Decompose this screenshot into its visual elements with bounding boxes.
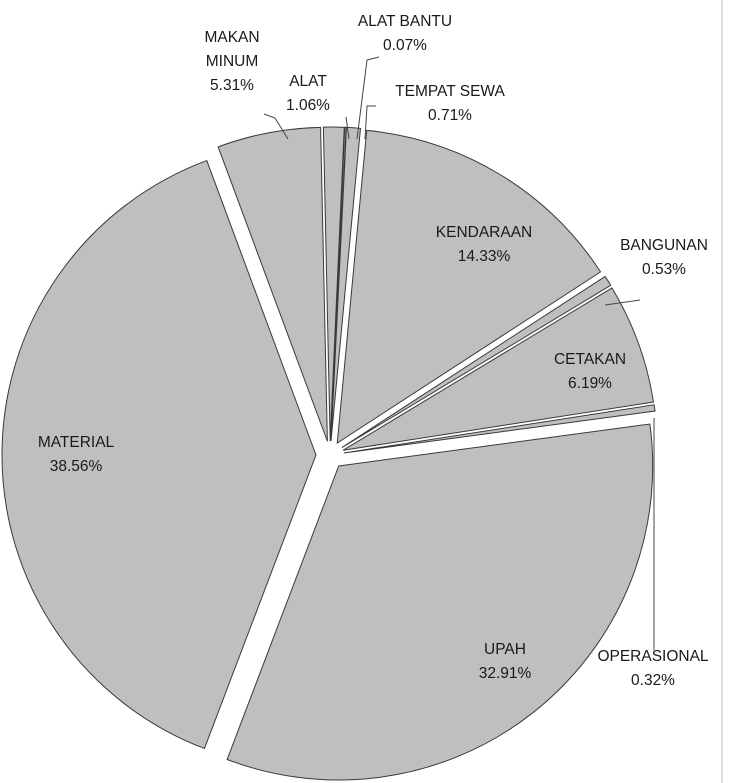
leader-line-tempat-sewa [364,105,376,140]
slice-label-alat-bantu: ALAT BANTU 0.07% [358,13,452,54]
pie-slice-bangunan [341,275,612,448]
slice-label-cetakan: CETAKAN 6.19% [554,351,626,392]
slice-label-alat: ALAT 1.06% [286,73,330,114]
slice-label-kendaraan: KENDARAAN 14.33% [436,224,532,265]
leader-line-alat-bantu [356,56,380,140]
pie-slice-operasional [343,404,656,454]
slice-label-makan-minum: MAKAN MINUM 5.31% [204,29,259,94]
pie-slice-makan-minum [217,126,328,442]
slice-labels: ALAT 1.06% ALAT BANTU 0.07% TEMPAT SEWA 0.71%… [38,13,709,689]
pie-slice-tempat-sewa [330,126,362,442]
slice-label-bangunan: BANGUNAN 0.53% [620,237,708,278]
pie-slice-upah [226,423,654,781]
leader-line-makan-minum [263,113,289,140]
pie-slice-material [1,159,317,750]
leader-lines [263,56,655,650]
slice-label-material: MATERIAL 38.56% [38,434,115,475]
leader-line-alat [345,116,350,140]
pie-slice-cetakan [342,287,655,451]
slice-label-operasional: OPERASIONAL 0.32% [597,648,708,689]
leader-line-bangunan [604,299,641,306]
slice-label-tempat-sewa: TEMPAT SEWA 0.71% [395,83,505,124]
slice-label-upah: UPAH 32.91% [479,641,532,682]
pie-slice-kendaraan [336,129,602,445]
pie-slices [1,126,656,781]
